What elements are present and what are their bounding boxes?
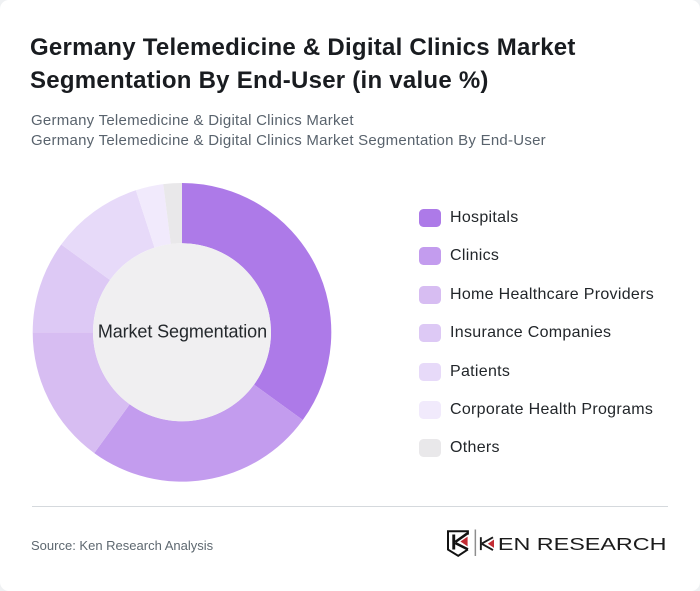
- svg-text:EN RESEARCH: EN RESEARCH: [498, 534, 667, 554]
- svg-text:Market Segmentation: Market Segmentation: [98, 321, 267, 341]
